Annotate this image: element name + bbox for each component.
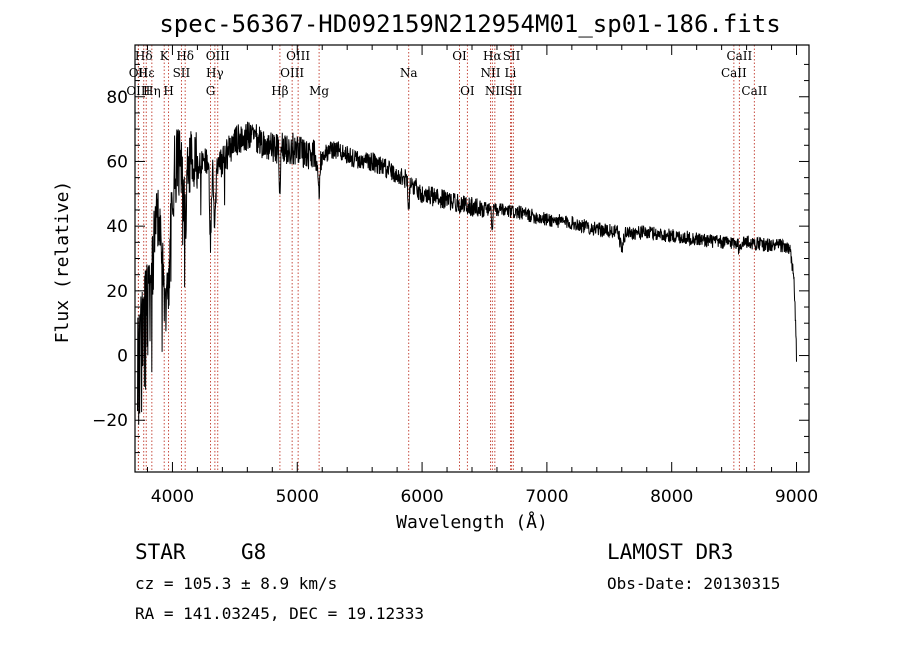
spectral-line-label: Hγ [206, 66, 224, 80]
object-type: STAR [135, 540, 186, 564]
spectral-line-label: NII [480, 66, 500, 80]
chart-title: spec-56367-HD092159N212954M01_sp01-186.f… [159, 10, 780, 38]
spectral-line-label: SII [503, 49, 521, 63]
spectral-line-label: Hβ [271, 84, 288, 98]
spectral-line-label: K [160, 49, 170, 63]
y-axis-label: Flux (relative) [52, 181, 73, 344]
redshift-text: cz = 105.3 ± 8.9 km/s [135, 574, 337, 593]
x-tick-label: 5000 [276, 487, 319, 507]
spectral-line-label: Hδ [176, 49, 194, 63]
y-axis-ticks: −20 0 20 40 60 80 [92, 63, 809, 454]
spectral-line-label: OIII [280, 66, 304, 80]
spectral-line-label: H [163, 84, 173, 98]
spectral-line-markers [137, 45, 755, 472]
obs-date-text: Obs-Date: 20130315 [607, 574, 780, 593]
spectrum-line [137, 121, 797, 425]
y-tick-label: 40 [106, 217, 128, 237]
x-tick-label: 6000 [400, 487, 443, 507]
y-tick-label: −20 [92, 411, 128, 431]
y-tick-label: 0 [117, 347, 128, 367]
survey-name: LAMOST DR3 [607, 540, 733, 564]
spectral-line-label: Hα [483, 49, 502, 63]
x-axis-ticks: 4000 5000 6000 7000 8000 9000 [146, 45, 818, 507]
y-tick-label: 20 [106, 282, 128, 302]
plot-frame [134, 44, 810, 473]
x-tick-label: 4000 [151, 487, 194, 507]
x-tick-label: 9000 [775, 487, 818, 507]
spectral-line-label: Na [400, 66, 418, 80]
spectral-line-label: OIII [286, 49, 310, 63]
spectral-line-label: G [206, 84, 216, 98]
spectral-line-label: OII [129, 66, 149, 80]
spectral-line-label: CaII [741, 84, 767, 98]
spectral-line-label: NII [485, 84, 505, 98]
y-tick-label: 60 [106, 152, 128, 172]
coordinates-text: RA = 141.03245, DEC = 19.12333 [135, 604, 424, 623]
spectral-line-label: OI [460, 84, 475, 98]
spectral-line-label: CaII [726, 49, 752, 63]
spectral-line-label: Hδ [135, 49, 153, 63]
y-tick-label: 80 [106, 88, 128, 108]
spectral-line-label: SII [173, 66, 191, 80]
spectral-subclass: G8 [241, 540, 266, 564]
x-tick-label: 8000 [650, 487, 693, 507]
spectral-line-labels: Hδ OII OIII Hε Hη K H Hδ SII OIII Hγ G Hβ OIII OIII Mg N… [126, 49, 767, 98]
spectral-line-label: OIII [126, 84, 150, 98]
spectral-line-label: Mg [309, 84, 329, 98]
spectral-line-label: Hε [138, 66, 155, 80]
x-axis-label: Wavelength (Å) [396, 511, 548, 533]
spectral-line-label: OIII [206, 49, 230, 63]
x-tick-label: 7000 [525, 487, 568, 507]
spectral-line-label: Li [505, 66, 517, 80]
spectral-line-label: CaII [721, 66, 747, 80]
spectral-line-label: OI [452, 49, 467, 63]
spectral-line-label: SII [504, 84, 522, 98]
spectrum-layer [137, 121, 797, 425]
spectral-line-label: Hη [143, 84, 161, 98]
